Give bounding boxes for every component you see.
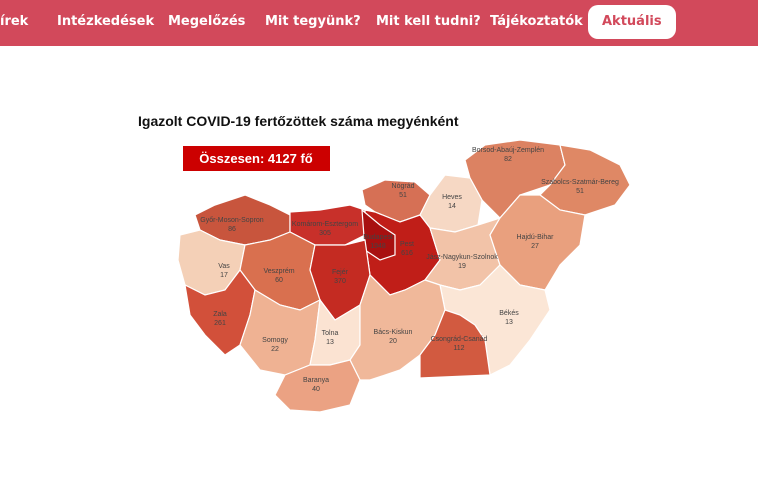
county-value: 13 [505,319,513,326]
county [419,309,491,379]
county-value: 14 [448,203,456,210]
county-name: Budapest [363,234,393,241]
county-value: 20 [389,338,397,345]
county-name: Komárom-Esztergom [292,221,358,228]
county-name: Hajdú-Bihar [517,234,555,241]
total-label: Összesen: 4127 fő [199,151,313,166]
county-value: 27 [531,243,539,250]
county-value: 19 [458,263,466,270]
county-value: 112 [453,345,464,352]
county [274,359,361,413]
nav-link[interactable]: Intézkedések [57,14,155,29]
county-name: Szabolcs-Szatmár-Bereg [541,179,619,186]
county-value: 1948 [370,243,386,250]
counties [177,139,631,413]
county-name: Csongrád-Csanád [431,336,488,343]
county-name: Pest [400,241,414,248]
county-value: 51 [399,192,407,199]
county-name: Borsod-Abaúj-Zemplén [472,147,544,154]
county-name: Bács-Kiskun [374,329,413,336]
county-name: Jász-Nagykun-Szolnok [426,254,498,261]
county-value: 51 [576,188,584,195]
county-value: 22 [271,346,279,353]
county-value: 40 [312,386,320,393]
county-name: Zala [213,311,227,318]
county-name: Vas [218,263,230,270]
county-labels: Borsod-Abaúj-Zemplén 82 Szabolcs-Szatmár-B… [200,147,619,393]
map-title: Igazolt COVID-19 fertőzöttek száma megyé… [138,113,459,129]
nav-link[interactable]: Mit tegyünk? [265,14,361,29]
county-name: Tolna [322,330,339,337]
county-value: 305 [319,230,331,237]
county-value: 261 [214,320,226,327]
nav-link[interactable]: Tájékoztatók [490,14,583,29]
nav-bar: írek Intézkedések Megelőzés Mit tegyünk?… [0,0,758,46]
county-value: 60 [275,277,283,284]
county-name: Fejér [332,269,349,276]
county-name: Békés [499,310,519,317]
county-value: 82 [504,156,512,163]
county-name: Somogy [262,337,288,344]
nav-link[interactable]: Megelőzés [168,14,246,29]
county-name: Heves [442,194,462,201]
county-name: Győr-Moson-Sopron [200,217,264,224]
county-value: 370 [334,278,346,285]
total-box [183,146,330,171]
county-name: Veszprém [263,268,294,275]
map-figure: Igazolt COVID-19 fertőzöttek száma megyé… [115,95,650,420]
county-value: 13 [326,339,334,346]
county-name: Nógrád [392,183,415,190]
county-value: 17 [220,272,228,279]
nav-link-active[interactable]: Aktuális [588,5,676,39]
county-name: Baranya [303,377,329,384]
county-value: 616 [401,250,413,257]
county-value: 86 [228,226,236,233]
nav-link[interactable]: Mit kell tudni? [376,14,481,29]
nav-link[interactable]: írek [0,14,29,29]
